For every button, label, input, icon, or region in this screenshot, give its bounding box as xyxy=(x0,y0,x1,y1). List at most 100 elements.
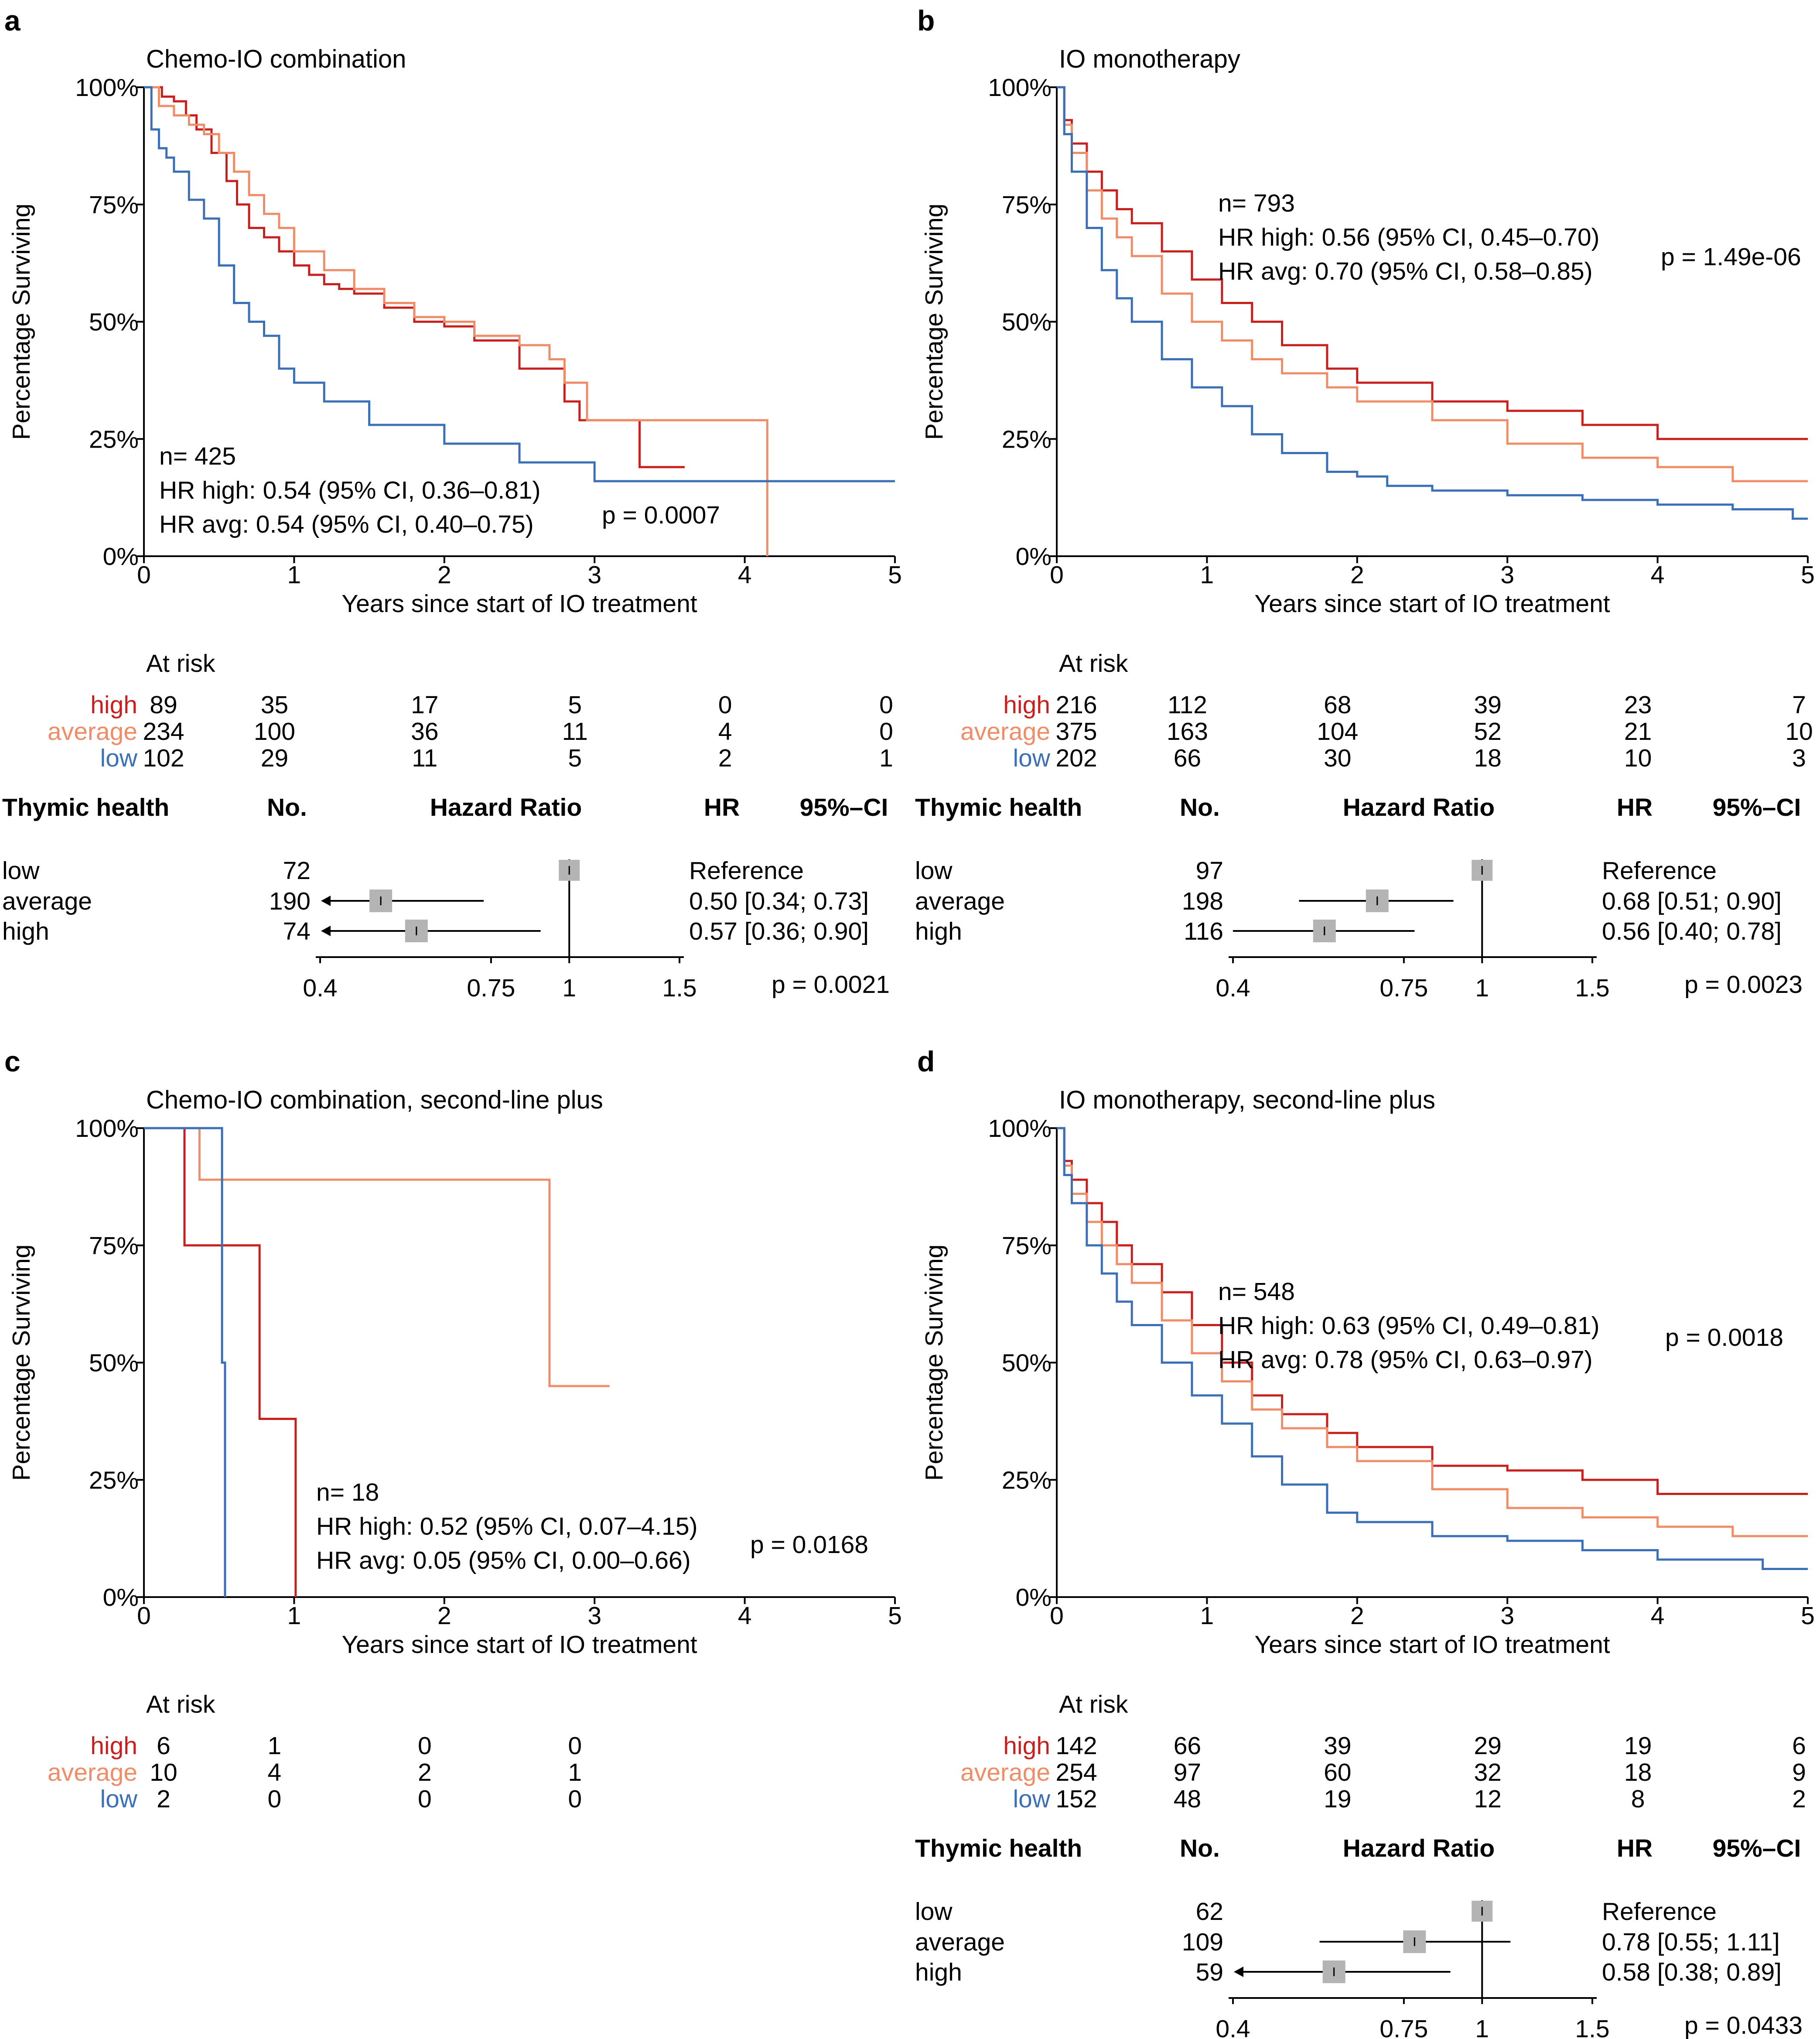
km-curve-low xyxy=(1057,86,1808,520)
forest-tick-label: 1.5 xyxy=(1575,2015,1609,2039)
x-tick-label: 3 xyxy=(587,1602,601,1630)
at-risk-count: 52 xyxy=(1474,718,1501,746)
forest-tick-label: 0.4 xyxy=(303,974,337,1002)
at-risk-count: 216 xyxy=(1055,691,1097,719)
y-tick-label: 100% xyxy=(75,1115,139,1143)
forest-pvalue: p = 0.0021 xyxy=(772,971,890,999)
x-tick-label: 3 xyxy=(587,561,601,589)
forest-pvalue: p = 0.0433 xyxy=(1684,2012,1803,2039)
km-curve-low xyxy=(144,86,895,482)
panel-letter: d xyxy=(917,1045,935,1078)
chart-title: IO monotherapy, second-line plus xyxy=(1059,1086,1435,1114)
at-risk-title: At risk xyxy=(1059,650,1128,677)
at-risk-count: 11 xyxy=(412,744,437,772)
at-risk-count: 6 xyxy=(157,1732,171,1760)
forest-tick-label: 1.5 xyxy=(662,974,697,1002)
at-risk-count: 142 xyxy=(1055,1732,1097,1760)
y-tick-label: 50% xyxy=(1002,1349,1052,1377)
at-risk-count: 48 xyxy=(1174,1785,1201,1813)
forest-header: No. xyxy=(1180,794,1220,821)
panel-c: c Chemo-IO combination, second-line plus 0… xyxy=(4,1045,902,1813)
at-risk-count: 19 xyxy=(1624,1732,1652,1760)
forest-row-label: low xyxy=(2,857,40,885)
forest-header: No. xyxy=(1180,1834,1220,1862)
stats-line: HR high: 0.56 (95% CI, 0.45–0.70) xyxy=(1218,223,1600,251)
forest-row-label: low xyxy=(915,1898,953,1926)
y-tick-label: 75% xyxy=(89,191,139,219)
km-curve-high xyxy=(1057,1127,1808,1495)
y-tick-label: 75% xyxy=(1002,1232,1052,1260)
forest-row-n: 198 xyxy=(1182,887,1223,915)
at-risk-count: 2 xyxy=(1792,1785,1806,1813)
stats-line: HR high: 0.52 (95% CI, 0.07–4.15) xyxy=(316,1512,698,1540)
forest-row-n: 116 xyxy=(1184,917,1223,945)
x-tick-label: 2 xyxy=(1350,1602,1364,1630)
x-tick-label: 4 xyxy=(738,561,752,589)
at-risk-count: 5 xyxy=(568,691,582,719)
x-tick-label: 2 xyxy=(1350,561,1364,589)
logrank-pvalue: p = 1.49e-06 xyxy=(1661,243,1801,271)
forest-row-n: 59 xyxy=(1196,1958,1223,1986)
y-tick-label: 100% xyxy=(988,74,1052,102)
at-risk-count: 104 xyxy=(1317,718,1358,746)
at-risk-count: 0 xyxy=(268,1785,282,1813)
at-risk-group-label: high xyxy=(90,691,137,719)
at-risk-count: 12 xyxy=(1474,1785,1501,1813)
forest-row-n: 97 xyxy=(1196,857,1223,885)
panel-d: dIO monotherapy, second-line plus0%25%50… xyxy=(915,1045,1815,2039)
at-risk-count: 32 xyxy=(1474,1758,1501,1786)
at-risk-count: 29 xyxy=(261,744,288,772)
y-tick-label: 100% xyxy=(75,74,139,102)
forest-row-n: 62 xyxy=(1196,1898,1223,1926)
at-risk-count: 29 xyxy=(1474,1732,1501,1760)
forest-header: 95%–CI xyxy=(1713,794,1801,821)
chart-title: IO monotherapy xyxy=(1059,45,1240,73)
at-risk-count: 23 xyxy=(1624,691,1652,719)
at-risk-count: 8 xyxy=(1631,1785,1645,1813)
at-risk-count: 21 xyxy=(1624,718,1652,746)
forest-header: HR xyxy=(1617,1834,1653,1862)
at-risk-count: 2 xyxy=(718,744,732,772)
logrank-pvalue: p = 0.0007 xyxy=(602,501,720,529)
forest-row-hr-ci: 0.58 [0.38; 0.89] xyxy=(1602,1958,1782,1986)
at-risk-count: 89 xyxy=(150,691,177,719)
forest-row-n: 72 xyxy=(283,857,311,885)
km-curve-high xyxy=(144,1127,297,1597)
forest-header: Hazard Ratio xyxy=(1343,794,1495,821)
at-risk-count: 39 xyxy=(1324,1732,1351,1760)
km-curve-average xyxy=(1057,86,1808,482)
at-risk-count: 0 xyxy=(879,718,893,746)
forest-tick-label: 0.75 xyxy=(1380,2015,1428,2039)
at-risk-count: 7 xyxy=(1792,691,1806,719)
forest-tick-label: 1 xyxy=(1475,974,1489,1002)
forest-row-n: 190 xyxy=(269,887,311,915)
stats-line: HR avg: 0.05 (95% CI, 0.00–0.66) xyxy=(316,1546,691,1574)
forest-tick-label: 1.5 xyxy=(1575,974,1609,1002)
at-risk-count: 163 xyxy=(1167,718,1208,746)
panel-letter: a xyxy=(4,4,21,37)
forest-header: 95%–CI xyxy=(1713,1834,1801,1862)
at-risk-title: At risk xyxy=(1059,1690,1128,1718)
at-risk-group-label: high xyxy=(1003,691,1050,719)
at-risk-count: 6 xyxy=(1792,1732,1806,1760)
forest-header: Thymic health xyxy=(915,794,1082,821)
at-risk-group-label: average xyxy=(960,1758,1050,1786)
forest-row-hr-ci: 0.78 [0.55; 1.11] xyxy=(1602,1928,1780,1956)
forest-tick-label: 0.4 xyxy=(1216,974,1250,1002)
at-risk-title: At risk xyxy=(146,650,215,677)
y-tick-label: 0% xyxy=(103,543,139,571)
y-tick-label: 100% xyxy=(988,1115,1052,1143)
stats-line: n= 793 xyxy=(1218,189,1295,217)
x-tick-label: 1 xyxy=(1200,561,1214,589)
forest-ci-arrow xyxy=(321,926,331,936)
forest-row-n: 74 xyxy=(283,917,311,945)
at-risk-count: 100 xyxy=(254,718,295,746)
at-risk-count: 60 xyxy=(1324,1758,1351,1786)
x-tick-label: 4 xyxy=(1651,1602,1665,1630)
y-axis-label: Percentage Surviving xyxy=(7,1245,35,1481)
at-risk-count: 4 xyxy=(268,1758,282,1786)
at-risk-count: 0 xyxy=(418,1785,432,1813)
logrank-pvalue: p = 0.0018 xyxy=(1665,1324,1783,1351)
at-risk-count: 2 xyxy=(418,1758,432,1786)
